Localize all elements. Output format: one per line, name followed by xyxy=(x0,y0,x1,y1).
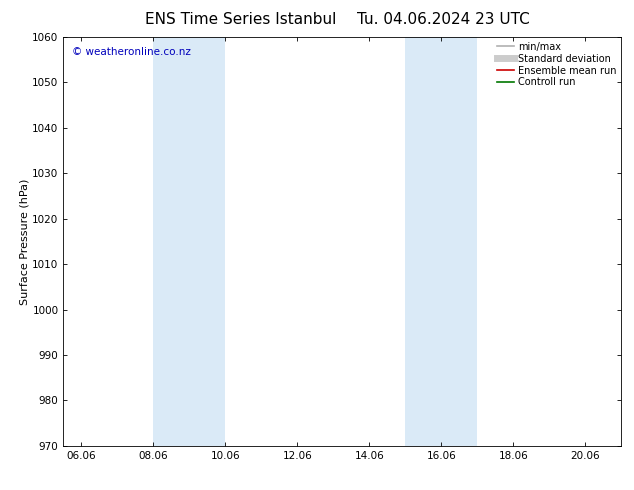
Text: © weatheronline.co.nz: © weatheronline.co.nz xyxy=(72,47,191,57)
Legend: min/max, Standard deviation, Ensemble mean run, Controll run: min/max, Standard deviation, Ensemble me… xyxy=(495,40,618,89)
Text: ENS Time Series Istanbul: ENS Time Series Istanbul xyxy=(145,12,337,27)
Bar xyxy=(153,37,225,446)
Text: Tu. 04.06.2024 23 UTC: Tu. 04.06.2024 23 UTC xyxy=(358,12,530,27)
Y-axis label: Surface Pressure (hPa): Surface Pressure (hPa) xyxy=(20,178,30,304)
Bar xyxy=(405,37,477,446)
